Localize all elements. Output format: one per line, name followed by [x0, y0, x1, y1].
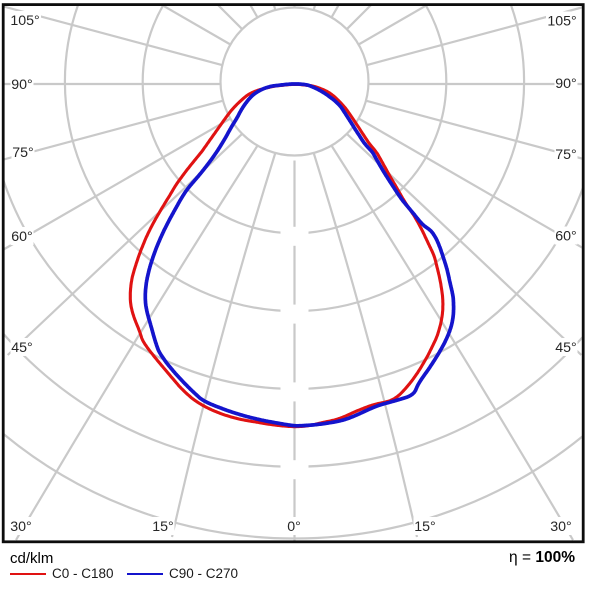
- svg-text:90°: 90°: [11, 77, 32, 93]
- svg-text:15°: 15°: [414, 519, 435, 535]
- svg-text:75°: 75°: [555, 147, 576, 163]
- svg-text:15°: 15°: [152, 519, 173, 535]
- svg-text:90°: 90°: [555, 76, 576, 92]
- svg-text:105°: 105°: [547, 14, 576, 30]
- svg-text:60°: 60°: [11, 229, 32, 245]
- svg-text:60°: 60°: [555, 229, 576, 245]
- svg-text:105°: 105°: [10, 13, 39, 29]
- svg-text:75°: 75°: [12, 145, 33, 161]
- svg-text:45°: 45°: [555, 340, 576, 356]
- svg-text:30°: 30°: [550, 519, 571, 535]
- svg-text:45°: 45°: [11, 340, 32, 356]
- svg-text:30°: 30°: [10, 519, 31, 535]
- svg-text:0°: 0°: [287, 519, 301, 535]
